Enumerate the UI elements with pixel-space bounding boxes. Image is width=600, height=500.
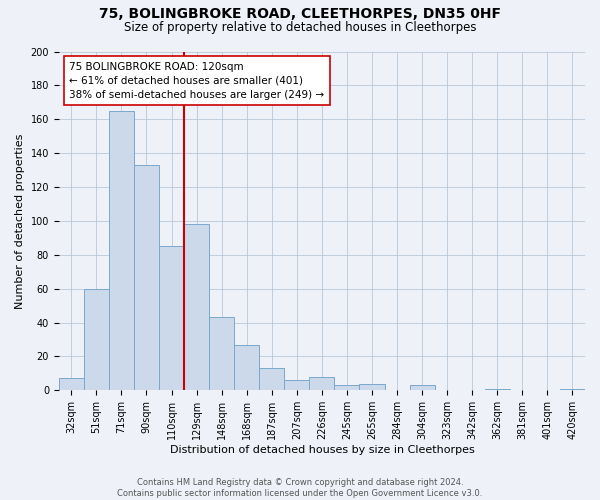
- X-axis label: Distribution of detached houses by size in Cleethorpes: Distribution of detached houses by size …: [170, 445, 474, 455]
- Bar: [485, 388, 510, 390]
- Bar: [410, 386, 434, 390]
- Bar: [59, 378, 84, 390]
- Bar: [209, 318, 234, 390]
- Bar: [310, 377, 334, 390]
- Bar: [284, 380, 310, 390]
- Bar: [234, 344, 259, 391]
- Bar: [84, 288, 109, 390]
- Bar: [334, 386, 359, 390]
- Text: 75 BOLINGBROKE ROAD: 120sqm
← 61% of detached houses are smaller (401)
38% of se: 75 BOLINGBROKE ROAD: 120sqm ← 61% of det…: [70, 62, 325, 100]
- Text: Size of property relative to detached houses in Cleethorpes: Size of property relative to detached ho…: [124, 21, 476, 34]
- Bar: [259, 368, 284, 390]
- Text: 75, BOLINGBROKE ROAD, CLEETHORPES, DN35 0HF: 75, BOLINGBROKE ROAD, CLEETHORPES, DN35 …: [99, 8, 501, 22]
- Bar: [134, 165, 159, 390]
- Bar: [184, 224, 209, 390]
- Bar: [109, 111, 134, 390]
- Bar: [359, 384, 385, 390]
- Y-axis label: Number of detached properties: Number of detached properties: [15, 133, 25, 308]
- Bar: [159, 246, 184, 390]
- Text: Contains HM Land Registry data © Crown copyright and database right 2024.
Contai: Contains HM Land Registry data © Crown c…: [118, 478, 482, 498]
- Bar: [560, 388, 585, 390]
